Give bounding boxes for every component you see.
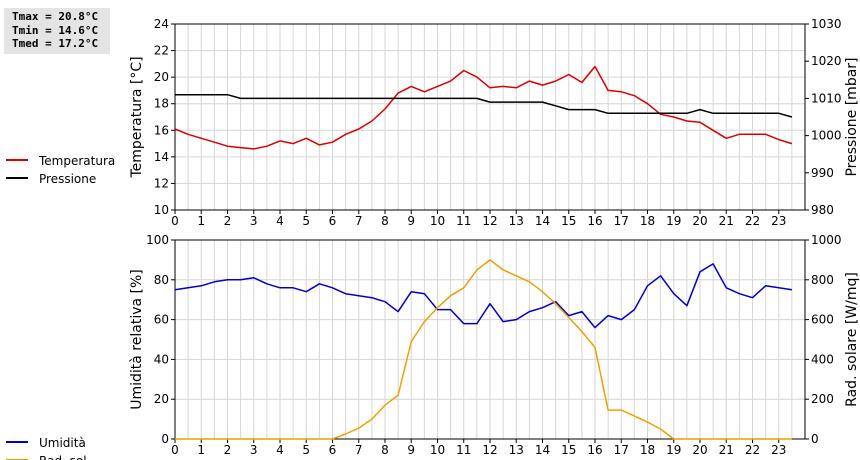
x-tick-label: 14 (535, 443, 550, 457)
y-right-axis-title: Rad. solare [W/mq] (844, 272, 860, 407)
x-tick-label: 20 (692, 214, 707, 228)
x-tick-label: 7 (355, 443, 363, 457)
x-tick-label: 22 (745, 214, 760, 228)
x-tick-label: 18 (640, 214, 655, 228)
y-right-tick-label: 980 (811, 203, 834, 217)
y-right-tick-label: 800 (811, 273, 834, 287)
x-tick-label: 1 (197, 443, 205, 457)
y-tick-label: 20 (154, 392, 169, 406)
x-tick-label: 5 (302, 214, 310, 228)
y-tick-label: 60 (154, 313, 169, 327)
x-tick-label: 16 (587, 214, 602, 228)
y-right-tick-label: 1020 (811, 54, 842, 68)
x-tick-label: 11 (456, 214, 471, 228)
y-right-tick-label: 1000 (811, 233, 842, 247)
x-tick-label: 15 (561, 214, 576, 228)
series-line-rad-sol- (175, 259, 792, 440)
y-right-tick-label: 600 (811, 313, 834, 327)
series-line-pressione (175, 93, 793, 118)
x-tick-label: 17 (614, 214, 629, 228)
x-tick-label: 17 (614, 443, 629, 457)
y-tick-label: 14 (154, 150, 169, 164)
y-right-tick-label: 400 (811, 352, 834, 366)
x-tick-label: 7 (355, 214, 363, 228)
tmax-text: Tmax = 20.8°C (12, 10, 99, 23)
legend-label: Pressione (39, 172, 96, 186)
legend-top: Temperatura Pressione (6, 154, 115, 186)
x-tick-label: 4 (276, 443, 284, 457)
x-tick-label: 11 (456, 443, 471, 457)
x-tick-label: 0 (171, 443, 179, 457)
y-axis-title: Temperatura [°C] (129, 56, 145, 178)
x-tick-label: 4 (276, 214, 284, 228)
x-tick-label: 3 (250, 443, 258, 457)
x-tick-label: 1 (197, 214, 205, 228)
x-tick-label: 9 (407, 214, 415, 228)
series-line-temperatura (174, 65, 793, 150)
x-tick-label: 14 (535, 214, 550, 228)
x-tick-label: 10 (430, 443, 445, 457)
x-tick-label: 13 (509, 443, 524, 457)
x-tick-label: 6 (329, 443, 337, 457)
y-tick-label: 20 (154, 70, 169, 84)
legend-bottom: Umidità Rad. sol. (6, 436, 90, 460)
x-tick-label: 22 (745, 443, 760, 457)
tmin-text: Tmin = 14.6°C (12, 23, 99, 37)
legend-label: Temperatura (38, 154, 115, 168)
y-tick-label: 24 (154, 17, 169, 31)
legend-label: Umidità (39, 436, 86, 450)
x-tick-label: 19 (666, 214, 681, 228)
x-tick-label: 6 (329, 214, 337, 228)
x-tick-label: 15 (561, 443, 576, 457)
x-tick-label: 12 (482, 443, 497, 457)
legend-label: Rad. sol. (39, 454, 90, 460)
y-tick-label: 0 (161, 432, 169, 446)
stats-box: Tmax = 20.8°C Tmin = 14.6°C Tmed = 17.2°… (4, 8, 110, 54)
x-tick-label: 8 (381, 443, 389, 457)
y-tick-label: 22 (154, 44, 169, 58)
x-tick-label: 10 (430, 214, 445, 228)
series-line-umidit- (174, 263, 793, 329)
x-tick-label: 20 (692, 443, 707, 457)
y-right-tick-label: 1010 (811, 91, 842, 105)
y-tick-label: 100 (146, 233, 169, 247)
y-right-tick-label: 990 (811, 166, 834, 180)
x-tick-label: 12 (482, 214, 497, 228)
tmed-text: Tmed = 17.2°C (12, 37, 99, 50)
x-tick-label: 16 (587, 443, 602, 457)
x-tick-label: 21 (719, 443, 734, 457)
x-tick-label: 21 (719, 214, 734, 228)
x-tick-label: 13 (509, 214, 524, 228)
y-tick-label: 16 (154, 123, 169, 137)
y-right-axis-title: Pressione [mbar] (844, 57, 860, 176)
x-tick-label: 8 (381, 214, 389, 228)
y-tick-label: 12 (154, 176, 169, 190)
x-tick-label: 0 (171, 214, 179, 228)
x-tick-label: 19 (666, 443, 681, 457)
x-tick-label: 5 (302, 443, 310, 457)
y-tick-label: 18 (154, 97, 169, 111)
y-axis-title: Umidità relativa [%] (129, 269, 145, 410)
x-tick-label: 18 (640, 443, 655, 457)
y-right-tick-label: 200 (811, 392, 834, 406)
y-right-tick-label: 1030 (811, 17, 842, 31)
x-tick-label: 2 (224, 214, 232, 228)
x-tick-label: 2 (224, 443, 232, 457)
y-right-tick-label: 1000 (811, 129, 842, 143)
y-tick-label: 80 (154, 273, 169, 287)
x-tick-label: 23 (771, 443, 786, 457)
x-tick-label: 3 (250, 214, 258, 228)
x-tick-label: 23 (771, 214, 786, 228)
y-right-tick-label: 0 (811, 432, 819, 446)
y-tick-label: 10 (154, 203, 169, 217)
y-tick-label: 40 (154, 352, 169, 366)
x-tick-label: 9 (407, 443, 415, 457)
